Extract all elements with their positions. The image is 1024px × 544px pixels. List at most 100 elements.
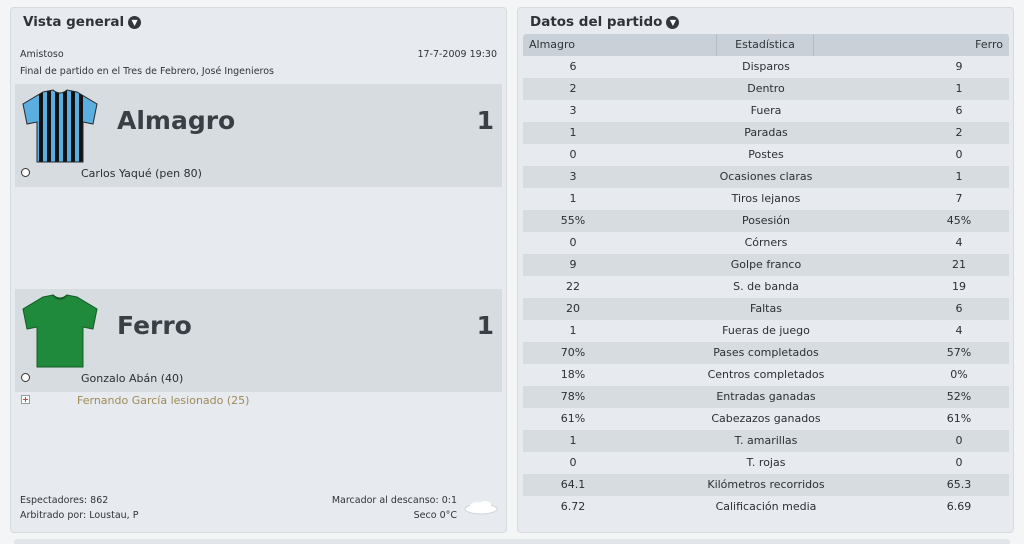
- stat-away-value: 7: [955, 192, 963, 205]
- stat-home-value: 70%: [560, 346, 586, 359]
- stat-away-value: 9: [955, 60, 963, 73]
- table-row: 1 Tiros lejanos 7: [523, 188, 1009, 210]
- stat-home-value: 61%: [560, 412, 586, 425]
- injury-icon: +: [21, 395, 30, 404]
- stats-table-body: 6 Disparos 9 2 Dentro 1 3 Fuera 6 1 Paradas 2 0 Poste…: [523, 56, 1009, 518]
- striped-shirt-icon: [22, 89, 98, 163]
- table-row: 9 Golpe franco 21: [523, 254, 1009, 276]
- table-row: 1 Fueras de juego 4: [523, 320, 1009, 342]
- stat-away-value: 45%: [946, 214, 972, 227]
- stat-label: S. de banda: [733, 280, 799, 293]
- stat-away-value: 6.69: [946, 500, 972, 513]
- stat-away-value: 1: [955, 170, 963, 183]
- stat-home-value: 0: [569, 148, 577, 161]
- away-team-name[interactable]: Ferro: [117, 311, 192, 340]
- table-row: 20 Faltas 6: [523, 298, 1009, 320]
- table-row: 1 T. amarillas 0: [523, 430, 1009, 452]
- table-row: 18% Centros completados 0%: [523, 364, 1009, 386]
- stat-away-value: 57%: [946, 346, 972, 359]
- stat-label: Faltas: [750, 302, 782, 315]
- stat-home-value: 1: [569, 126, 577, 139]
- header-away-team[interactable]: Ferro: [975, 38, 1003, 51]
- stat-home-value: 55%: [560, 214, 586, 227]
- stat-away-value: 0%: [950, 368, 968, 381]
- stat-away-value: 6: [955, 104, 963, 117]
- referee-text[interactable]: Arbitrado por: Loustau, P: [20, 510, 139, 521]
- stat-home-value: 6.72: [560, 500, 586, 513]
- stat-away-value: 0: [955, 148, 963, 161]
- stat-label: Pases completados: [713, 346, 819, 359]
- table-row: 0 Córners 4: [523, 232, 1009, 254]
- table-row: 22 S. de banda 19: [523, 276, 1009, 298]
- stat-away-value: 1: [955, 82, 963, 95]
- stat-home-value: 0: [569, 456, 577, 469]
- table-row: 70% Pases completados 57%: [523, 342, 1009, 364]
- stat-away-value: 19: [952, 280, 966, 293]
- stat-home-value: 64.1: [560, 478, 586, 491]
- stat-away-value: 4: [955, 236, 963, 249]
- table-row: 2 Dentro 1: [523, 78, 1009, 100]
- stat-home-value: 20: [566, 302, 580, 315]
- match-datetime: 17-7-2009 19:30: [417, 49, 497, 60]
- away-injury-event[interactable]: Fernando García lesionado (25): [77, 394, 250, 407]
- stat-away-value: 0: [955, 434, 963, 447]
- ball-icon: [21, 373, 30, 382]
- home-team-score: 1: [476, 106, 494, 135]
- stat-label: Paradas: [744, 126, 788, 139]
- stat-label: Centros completados: [707, 368, 825, 381]
- attendance-text: Espectadores: 862: [20, 495, 109, 506]
- chevron-down-icon[interactable]: ▼: [666, 15, 680, 29]
- green-shirt-icon: [22, 294, 98, 368]
- table-row: 55% Posesión 45%: [523, 210, 1009, 232]
- stat-label: Postes: [748, 148, 784, 161]
- stat-home-value: 18%: [560, 368, 586, 381]
- table-row: 3 Ocasiones claras 1: [523, 166, 1009, 188]
- bottom-panel-edge: [14, 539, 1010, 544]
- home-team-name[interactable]: Almagro: [117, 106, 236, 135]
- away-goal-event[interactable]: Gonzalo Abán (40): [81, 372, 184, 385]
- table-row: 78% Entradas ganadas 52%: [523, 386, 1009, 408]
- stat-away-value: 52%: [946, 390, 972, 403]
- stat-home-value: 3: [569, 104, 577, 117]
- away-team-box: Ferro 1 Gonzalo Abán (40): [15, 289, 502, 392]
- header-stat[interactable]: Estadística: [717, 34, 814, 56]
- stat-label: T. amarillas: [734, 434, 798, 447]
- stat-away-value: 6: [955, 302, 963, 315]
- competition-label: Amistoso: [20, 49, 64, 60]
- stats-table-header: Almagro Estadística Ferro: [523, 34, 1009, 56]
- match-stats-title[interactable]: Datos del partido ▼: [530, 14, 680, 30]
- table-row: 3 Fuera 6: [523, 100, 1009, 122]
- cloud-icon: [464, 501, 498, 515]
- stat-label: Fuera: [750, 104, 782, 117]
- stat-home-value: 78%: [560, 390, 586, 403]
- overview-panel: Vista general ▼ Amistoso 17-7-2009 19:30…: [10, 7, 507, 533]
- stat-home-value: 9: [569, 258, 577, 271]
- table-row: 0 Postes 0: [523, 144, 1009, 166]
- overview-title[interactable]: Vista general ▼: [23, 14, 142, 30]
- stat-home-value: 1: [569, 192, 577, 205]
- away-team-score: 1: [476, 311, 494, 340]
- table-row: 64.1 Kilómetros recorridos 65.3: [523, 474, 1009, 496]
- stat-label: Kilómetros recorridos: [707, 478, 825, 491]
- stats-table: Almagro Estadística Ferro 6 Disparos 9 2 Den…: [523, 34, 1009, 518]
- stat-label: Calificación media: [715, 500, 817, 513]
- stat-home-value: 22: [566, 280, 580, 293]
- stat-home-value: 3: [569, 170, 577, 183]
- chevron-down-icon[interactable]: ▼: [128, 15, 142, 29]
- stat-home-value: 2: [569, 82, 577, 95]
- header-home-team[interactable]: Almagro: [523, 34, 717, 56]
- match-stats-panel: Datos del partido ▼ Almagro Estadística …: [517, 7, 1014, 533]
- stat-label: Cabezazos ganados: [711, 412, 821, 425]
- stat-label: Fueras de juego: [722, 324, 810, 337]
- stat-label: Dentro: [747, 82, 785, 95]
- stat-away-value: 2: [955, 126, 963, 139]
- stat-away-value: 4: [955, 324, 963, 337]
- stat-label: Posesión: [742, 214, 790, 227]
- home-goal-event[interactable]: Carlos Yaqué (pen 80): [81, 167, 202, 180]
- table-row: 0 T. rojas 0: [523, 452, 1009, 474]
- stat-label: T. rojas: [746, 456, 786, 469]
- stat-home-value: 1: [569, 324, 577, 337]
- match-venue-text: Final de partido en el Tres de Febrero, …: [20, 66, 274, 77]
- stat-label: Entradas ganadas: [716, 390, 816, 403]
- stat-home-value: 0: [569, 236, 577, 249]
